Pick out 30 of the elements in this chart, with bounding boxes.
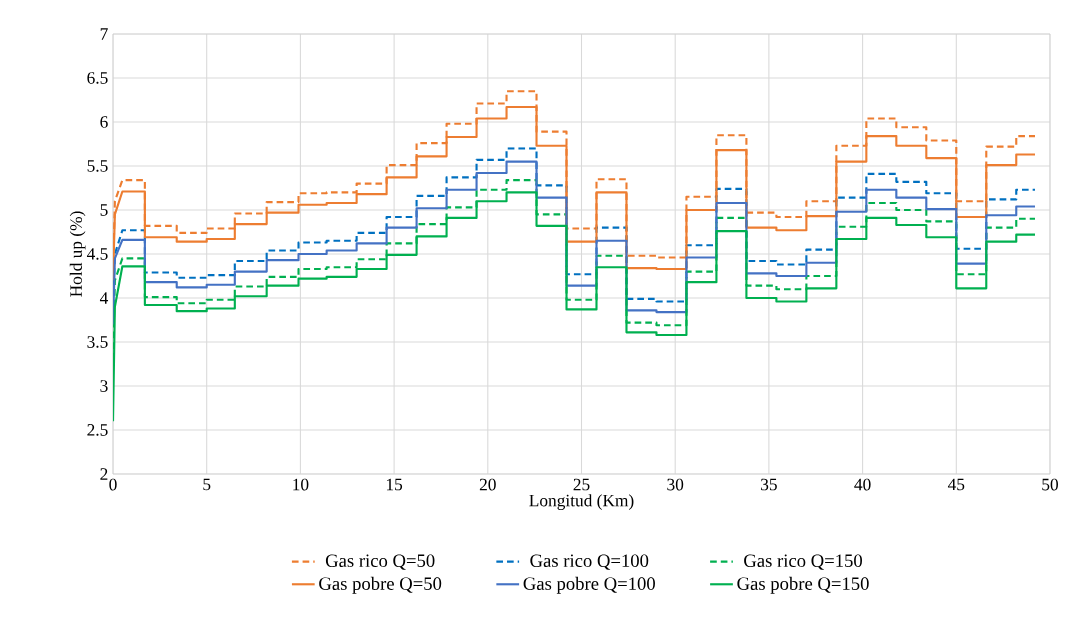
y-tick-label: 6.5 [87,72,108,84]
x-tick-label: 40 [854,478,871,491]
legend-label: Gas rico Q=50 [325,554,435,570]
x-tick-label: 20 [479,478,496,491]
legend-label: Gas pobre Q=150 [737,576,869,594]
x-tick-label: 15 [386,478,403,491]
x-tick-label: 5 [203,478,211,491]
x-tick-label: 25 [573,478,590,491]
y-tick-label: 5 [100,204,108,216]
x-tick-label: 10 [293,478,309,491]
y-tick-label: 3 [100,380,108,392]
y-tick-label: 6 [100,116,108,128]
legend-label: Gas rico Q=100 [530,554,649,570]
legend-label: Gas rico Q=150 [744,554,862,570]
y-tick-label: 2 [100,468,108,480]
y-tick-label: 7 [100,28,108,40]
x-tick-label: 30 [667,478,684,491]
x-tick-label: 35 [761,478,777,491]
x-tick-label: 0 [109,478,117,491]
x-tick-label: 45 [947,478,965,491]
legend-label: Gas pobre Q=50 [319,576,442,594]
y-tick-label: 2.5 [87,424,108,436]
x-axis-title: Longitud (Km) [529,494,634,510]
legend-label: Gas pobre Q=100 [523,576,655,594]
y-tick-label: 5.5 [87,160,108,172]
y-tick-label: 4 [99,292,109,304]
y-tick-label: 4.5 [86,248,108,260]
y-axis-title: Hold up (%) [69,211,86,297]
y-tick-label: 3.5 [87,336,108,348]
x-tick-label: 50 [1042,478,1058,491]
